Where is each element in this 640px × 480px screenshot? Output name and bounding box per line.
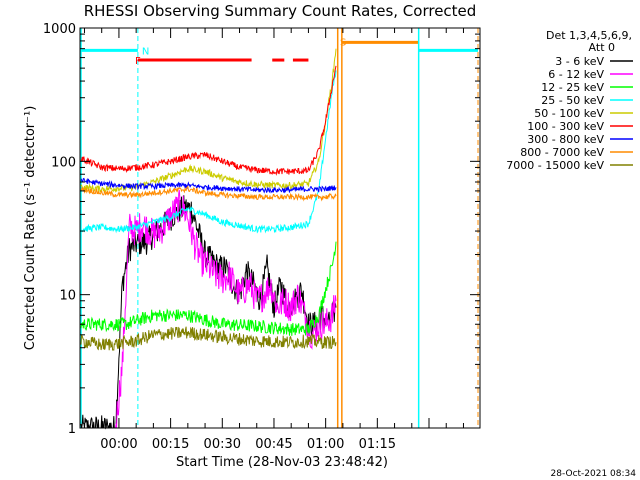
legend-label: 800 - 7000 keV bbox=[520, 146, 604, 159]
legend-label: 100 - 300 keV bbox=[527, 120, 604, 133]
legend-label: 3 - 6 keV bbox=[555, 55, 604, 68]
legend-label: 6 - 12 keV bbox=[548, 68, 604, 81]
series-line-5 bbox=[80, 65, 337, 176]
series-group bbox=[80, 48, 337, 430]
plot-frame bbox=[79, 27, 481, 429]
series-line-8 bbox=[80, 326, 337, 351]
series-line-6 bbox=[80, 177, 337, 194]
legend-label: 25 - 50 keV bbox=[541, 94, 604, 107]
x-tick-label: 00:30 bbox=[204, 437, 241, 452]
y-axis: 1 10 100 1000 bbox=[43, 22, 480, 437]
legend-label: 300 - 800 keV bbox=[527, 133, 604, 146]
series-line-7 bbox=[80, 185, 337, 202]
chart-title: RHESSI Observing Summary Count Rates, Co… bbox=[84, 2, 477, 20]
x-tick-label: 00:15 bbox=[152, 437, 189, 452]
legend-label: 7000 - 15000 keV bbox=[506, 159, 604, 172]
legend-label: 50 - 100 keV bbox=[534, 107, 604, 120]
event-letter-n: N bbox=[142, 46, 149, 57]
series-line-3 bbox=[80, 70, 337, 234]
x-tick-label: 00:45 bbox=[255, 437, 292, 452]
event-markers bbox=[80, 28, 479, 428]
annotations: NF S bbox=[135, 38, 346, 67]
series-line-1 bbox=[115, 189, 337, 429]
legend-label: 12 - 25 keV bbox=[541, 81, 604, 94]
series-line-4 bbox=[80, 48, 337, 193]
x-axis: 00:00 00:15 00:30 00:45 01:00 01:15 bbox=[83, 28, 464, 452]
y-tick-label: 1 bbox=[68, 422, 76, 437]
y-tick-label: 10 bbox=[59, 289, 76, 304]
legend-title: Det 1,3,4,5,6,9, bbox=[546, 29, 632, 42]
x-tick-label: 01:00 bbox=[307, 437, 344, 452]
y-axis-label: Corrected Count Rate (s⁻¹ detector⁻¹) bbox=[23, 106, 38, 351]
timestamp: 28-Oct-2021 08:34 bbox=[551, 469, 637, 479]
y-tick-label: 100 bbox=[51, 155, 76, 170]
event-letter-f: F bbox=[135, 56, 141, 67]
event-letter-s: S bbox=[340, 38, 346, 49]
y-tick-label: 1000 bbox=[43, 22, 76, 37]
series-line-2 bbox=[80, 241, 337, 336]
x-tick-label: 00:00 bbox=[100, 437, 137, 452]
legend-subtitle: Att 0 bbox=[589, 41, 615, 54]
x-tick-label: 01:15 bbox=[359, 437, 396, 452]
x-axis-label: Start Time (28-Nov-03 23:48:42) bbox=[176, 455, 388, 470]
